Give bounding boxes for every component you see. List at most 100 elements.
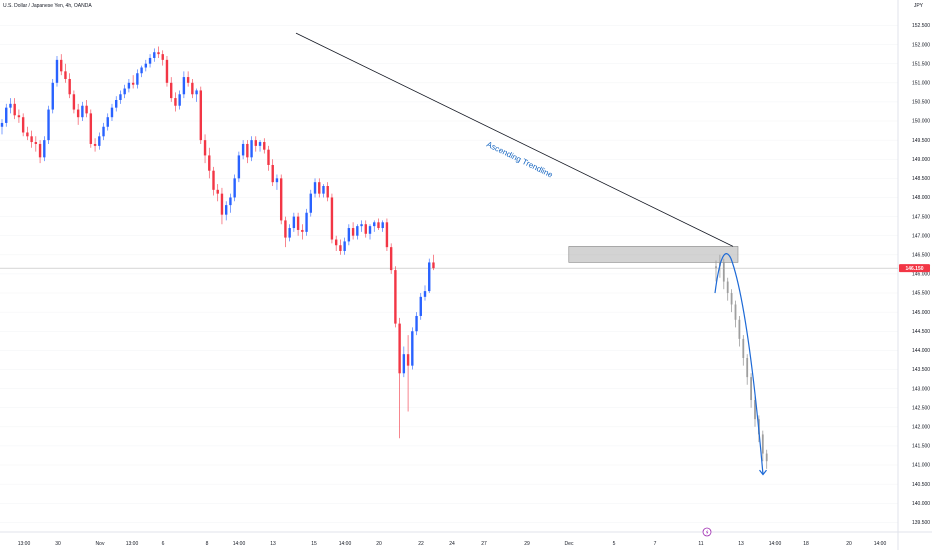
projection-candle	[730, 289, 733, 313]
candle	[55, 56, 59, 87]
price-tick-label: 144.500	[912, 329, 930, 335]
candle-body	[115, 100, 118, 108]
candle	[102, 122, 105, 141]
candle	[373, 220, 376, 232]
candle	[220, 187, 224, 225]
candle	[271, 159, 274, 186]
grid-layer	[0, 25, 898, 523]
candle-body	[38, 143, 42, 158]
candle	[60, 54, 63, 76]
candle	[406, 335, 410, 412]
candle	[81, 101, 84, 122]
candle	[432, 254, 435, 271]
candle-body	[43, 140, 46, 158]
candle-body	[76, 109, 80, 118]
candle	[195, 88, 198, 102]
price-tag-bg	[899, 264, 930, 273]
candle-body	[322, 186, 325, 194]
price-tick-label: 139.500	[912, 520, 930, 526]
candle	[157, 46, 160, 58]
candle-body	[148, 57, 152, 64]
candle-body	[208, 155, 211, 171]
candle	[305, 208, 308, 236]
candle-body	[186, 77, 190, 83]
time-tick-label: 6	[162, 541, 165, 547]
candle-body	[356, 226, 359, 236]
candle-body	[309, 193, 312, 213]
time-axis: 13:00 30 Nov 13:00 6 8 14:00 13 15 14:00 20 22 24 27 2…	[18, 541, 887, 547]
candle	[131, 75, 135, 89]
projection-body	[734, 304, 737, 320]
price-tick-label: 143.000	[912, 386, 930, 392]
candle	[191, 78, 194, 99]
time-tick-label: 11	[698, 541, 703, 547]
candle	[127, 78, 131, 93]
candle-body	[263, 142, 266, 150]
candle	[170, 77, 173, 102]
time-tick-label: 7	[654, 541, 657, 547]
candle	[43, 136, 46, 162]
trendline-annotation: Ascending Trendline	[485, 140, 555, 180]
candle-body	[271, 164, 274, 183]
candle	[258, 140, 262, 152]
candle	[30, 130, 33, 148]
trendline[interactable]	[295, 32, 734, 247]
candle-body	[191, 82, 194, 95]
candle	[21, 113, 25, 137]
candle-body	[174, 98, 177, 106]
candle	[326, 182, 329, 202]
price-tick-label: 151.000	[912, 81, 930, 87]
candle	[51, 78, 54, 114]
price-tick-label: 150.500	[912, 100, 930, 106]
candle	[411, 327, 414, 370]
candle	[318, 178, 321, 198]
chart-title: U.S. Dollar / Japanese Yen, 4h, OANDA	[3, 3, 92, 9]
price-tick-label: 140.500	[912, 482, 930, 488]
candle	[423, 285, 427, 301]
candle-body	[394, 270, 397, 324]
lightning-icon[interactable]	[702, 527, 712, 537]
candle	[339, 239, 342, 255]
candle-body	[246, 143, 249, 158]
candle-body	[275, 178, 279, 183]
support-resistance-zone[interactable]	[568, 246, 739, 263]
candle-body	[381, 222, 384, 229]
projection-body	[742, 338, 745, 358]
candle-body	[5, 107, 8, 123]
candle-body	[377, 222, 380, 229]
candle	[368, 224, 372, 240]
projection-candle	[734, 300, 737, 328]
candle	[34, 136, 38, 152]
candle	[254, 136, 257, 152]
price-tick-label: 146.000	[912, 272, 930, 278]
price-tick-label: 148.500	[912, 176, 930, 182]
projection-body	[730, 293, 733, 305]
candle	[322, 184, 325, 198]
candle-body	[360, 224, 363, 227]
candle	[212, 166, 215, 196]
candle	[208, 147, 211, 179]
candle	[334, 235, 338, 251]
price-tick-label: 141.500	[912, 444, 930, 450]
candle	[224, 201, 228, 221]
projection-candle	[765, 449, 768, 469]
candle-body	[398, 323, 401, 374]
candle	[93, 138, 97, 152]
candle	[106, 113, 109, 131]
candle	[153, 48, 156, 62]
candle	[364, 220, 367, 238]
candle-body	[131, 82, 135, 85]
candle-body	[64, 71, 67, 79]
candle-body	[415, 315, 418, 332]
candle-body	[267, 149, 270, 165]
candle	[85, 100, 88, 118]
price-tick-label: 145.500	[912, 291, 930, 297]
candle-body	[318, 182, 321, 194]
projection-curve[interactable]	[714, 253, 764, 475]
candle	[284, 216, 287, 248]
candle-body	[279, 178, 283, 221]
candle	[347, 224, 351, 246]
candle	[38, 140, 42, 164]
price-tick-label: 142.500	[912, 405, 930, 411]
